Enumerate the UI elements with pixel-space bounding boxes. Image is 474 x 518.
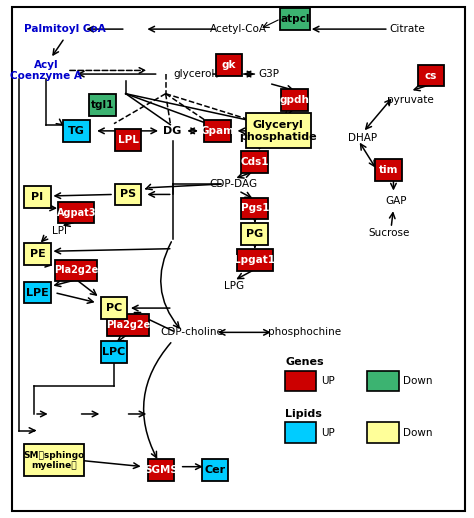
FancyBboxPatch shape bbox=[63, 120, 90, 142]
Text: Palmitoyl CoA: Palmitoyl CoA bbox=[24, 24, 106, 34]
FancyBboxPatch shape bbox=[201, 459, 228, 481]
FancyBboxPatch shape bbox=[147, 459, 174, 481]
Text: Gpam: Gpam bbox=[201, 126, 234, 136]
Text: glycerol: glycerol bbox=[173, 69, 215, 79]
Text: DHAP: DHAP bbox=[348, 133, 377, 142]
Text: UP: UP bbox=[320, 427, 334, 438]
FancyBboxPatch shape bbox=[100, 297, 128, 319]
Text: pyruvate: pyruvate bbox=[386, 95, 433, 105]
Text: Acyl
Coenzyme A: Acyl Coenzyme A bbox=[10, 60, 82, 81]
FancyBboxPatch shape bbox=[237, 249, 273, 271]
Text: Citrate: Citrate bbox=[390, 24, 426, 34]
Text: tim: tim bbox=[379, 165, 399, 175]
FancyBboxPatch shape bbox=[367, 370, 399, 391]
FancyBboxPatch shape bbox=[282, 89, 308, 111]
FancyBboxPatch shape bbox=[24, 243, 51, 265]
Text: Agpat3: Agpat3 bbox=[56, 208, 96, 218]
Text: tgl1: tgl1 bbox=[91, 100, 114, 110]
FancyBboxPatch shape bbox=[375, 160, 402, 181]
Text: G3P: G3P bbox=[258, 69, 280, 79]
FancyBboxPatch shape bbox=[204, 120, 231, 142]
Text: Lpgat1: Lpgat1 bbox=[234, 255, 275, 265]
Text: Pla2g2e: Pla2g2e bbox=[54, 265, 99, 276]
Text: LPG: LPG bbox=[224, 281, 244, 291]
FancyBboxPatch shape bbox=[107, 314, 149, 336]
Text: TG: TG bbox=[68, 126, 85, 136]
FancyBboxPatch shape bbox=[58, 202, 94, 223]
Text: Cer: Cer bbox=[204, 465, 226, 475]
FancyBboxPatch shape bbox=[115, 130, 141, 151]
Text: PI: PI bbox=[31, 192, 44, 202]
Text: Down: Down bbox=[403, 427, 432, 438]
FancyBboxPatch shape bbox=[25, 444, 84, 477]
FancyBboxPatch shape bbox=[241, 151, 268, 172]
Text: cs: cs bbox=[425, 70, 437, 81]
Text: DG: DG bbox=[164, 126, 182, 136]
Text: LPL: LPL bbox=[118, 135, 138, 145]
Text: LPI: LPI bbox=[53, 225, 67, 236]
FancyBboxPatch shape bbox=[100, 341, 128, 363]
FancyBboxPatch shape bbox=[285, 370, 317, 391]
FancyBboxPatch shape bbox=[55, 260, 97, 281]
Text: PG: PG bbox=[246, 229, 264, 239]
Text: gk: gk bbox=[222, 60, 237, 70]
FancyBboxPatch shape bbox=[246, 113, 311, 149]
FancyBboxPatch shape bbox=[24, 186, 51, 208]
FancyBboxPatch shape bbox=[418, 65, 445, 87]
FancyBboxPatch shape bbox=[241, 197, 268, 219]
Text: Glyceryl
phosphatide: Glyceryl phosphatide bbox=[239, 120, 317, 142]
Text: PS: PS bbox=[120, 190, 136, 199]
Text: Cds1: Cds1 bbox=[241, 157, 269, 167]
FancyBboxPatch shape bbox=[115, 183, 141, 205]
FancyBboxPatch shape bbox=[89, 94, 116, 116]
Text: PC: PC bbox=[106, 303, 122, 313]
FancyBboxPatch shape bbox=[241, 223, 268, 245]
Text: SGMS: SGMS bbox=[144, 465, 178, 475]
Text: Genes: Genes bbox=[285, 357, 324, 367]
FancyBboxPatch shape bbox=[280, 8, 310, 30]
Text: Sucrose: Sucrose bbox=[368, 228, 410, 238]
Text: Acetyl-CoA: Acetyl-CoA bbox=[210, 24, 267, 34]
Text: Pgs1: Pgs1 bbox=[241, 204, 269, 213]
FancyBboxPatch shape bbox=[216, 54, 242, 76]
FancyBboxPatch shape bbox=[285, 422, 317, 443]
FancyBboxPatch shape bbox=[24, 282, 51, 304]
Text: Lipids: Lipids bbox=[285, 409, 322, 419]
Text: SM（sphingo
myeline）: SM（sphingo myeline） bbox=[24, 451, 85, 470]
Text: gpdh: gpdh bbox=[280, 95, 310, 105]
Text: atpcl: atpcl bbox=[280, 14, 310, 24]
Text: CDP-choline: CDP-choline bbox=[160, 327, 223, 337]
Text: GAP: GAP bbox=[385, 196, 407, 206]
Text: LPC: LPC bbox=[102, 347, 126, 357]
Text: phosphochine: phosphochine bbox=[268, 327, 341, 337]
Text: UP: UP bbox=[320, 376, 334, 386]
Text: Down: Down bbox=[403, 376, 432, 386]
Text: PE: PE bbox=[29, 249, 45, 259]
Text: LPE: LPE bbox=[26, 287, 49, 297]
Text: Pla2g2e: Pla2g2e bbox=[106, 320, 150, 330]
Text: CDP-DAG: CDP-DAG bbox=[210, 179, 258, 189]
FancyBboxPatch shape bbox=[367, 422, 399, 443]
